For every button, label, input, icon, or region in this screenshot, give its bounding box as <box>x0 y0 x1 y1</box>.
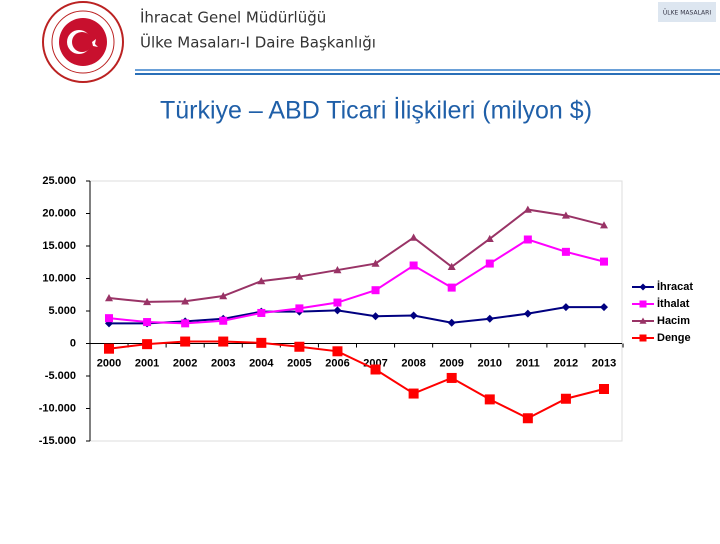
point <box>485 234 494 243</box>
point <box>143 297 152 306</box>
point <box>599 384 609 394</box>
point <box>181 297 190 305</box>
point <box>561 247 570 256</box>
series-line <box>108 340 605 420</box>
point <box>295 304 304 313</box>
point <box>294 341 305 352</box>
point <box>218 336 229 347</box>
y-tick-label: 20.000 <box>42 207 76 219</box>
point <box>522 413 533 424</box>
point <box>409 311 418 320</box>
point <box>639 283 647 291</box>
point <box>371 259 380 267</box>
point <box>639 317 647 324</box>
point <box>257 277 266 285</box>
point <box>560 393 571 404</box>
point <box>484 394 495 405</box>
point <box>332 346 343 357</box>
x-tick-label: 2009 <box>439 357 463 369</box>
point <box>447 283 456 292</box>
x-tick-label: 2002 <box>173 357 197 369</box>
x-tick-label: 2010 <box>478 357 502 369</box>
point <box>371 286 380 295</box>
y-tick-label: -10.000 <box>39 402 76 414</box>
y-tick-label: -15.000 <box>39 435 76 447</box>
point <box>447 318 456 327</box>
y-tick-label: 25.000 <box>42 175 76 187</box>
point <box>295 272 304 280</box>
point <box>333 298 342 307</box>
point <box>523 205 532 213</box>
point <box>333 306 342 315</box>
point <box>561 303 570 312</box>
x-tick-label: 2013 <box>592 357 616 369</box>
point <box>180 336 191 347</box>
legend-label: İthalat <box>657 297 690 310</box>
point <box>639 334 647 342</box>
point <box>219 316 228 325</box>
y-tick-label: 0 <box>70 337 76 349</box>
x-tick-label: 2006 <box>325 357 349 369</box>
legend-label: Hacim <box>657 315 690 327</box>
point <box>485 259 494 268</box>
point <box>181 319 190 328</box>
x-tick-label: 2011 <box>516 357 540 369</box>
point <box>485 314 494 323</box>
y-tick-label: 5.000 <box>48 305 76 317</box>
point <box>105 294 113 302</box>
point <box>371 312 380 321</box>
logo <box>42 1 124 83</box>
badge-box <box>658 2 716 22</box>
point <box>257 308 266 317</box>
point <box>447 262 456 270</box>
point <box>104 343 114 354</box>
y-tick-label: 10.000 <box>42 272 76 284</box>
x-tick-label: 2003 <box>211 357 235 369</box>
point <box>143 318 152 327</box>
point <box>561 211 570 219</box>
point <box>523 235 532 244</box>
point <box>523 309 532 318</box>
series-line <box>108 208 605 303</box>
point <box>409 261 418 270</box>
x-tick-label: 2004 <box>249 357 274 369</box>
point <box>446 372 457 383</box>
x-tick-label: 2008 <box>401 357 425 369</box>
point <box>639 300 647 308</box>
x-tick-label: 2001 <box>135 357 159 369</box>
point <box>256 337 267 348</box>
point <box>105 314 113 323</box>
point <box>600 303 608 312</box>
y-tick-label: -5.000 <box>45 370 76 382</box>
x-tick-label: 2005 <box>287 357 311 369</box>
header-line: Ülke Masaları-I Daire Başkanlığı <box>140 33 376 52</box>
point <box>219 292 228 300</box>
chart-title: Türkiye – ABD Ticari İlişkileri (milyon … <box>160 96 592 125</box>
point <box>408 388 419 399</box>
badge: ÜLKE MASALARI <box>663 10 711 17</box>
point <box>142 339 153 350</box>
y-tick-label: 15.000 <box>42 240 76 252</box>
x-tick-label: 2000 <box>97 357 121 369</box>
series-line <box>108 238 605 325</box>
point <box>600 221 608 229</box>
point <box>600 257 608 266</box>
x-tick-label: 2012 <box>554 357 578 369</box>
point <box>370 364 381 375</box>
header-line: İhracat Genel Müdürlüğü <box>140 8 326 27</box>
series-line <box>109 306 604 325</box>
legend-label: İhracat <box>657 280 693 293</box>
point <box>409 233 418 241</box>
legend-label: Denge <box>657 332 691 344</box>
point <box>333 266 342 274</box>
